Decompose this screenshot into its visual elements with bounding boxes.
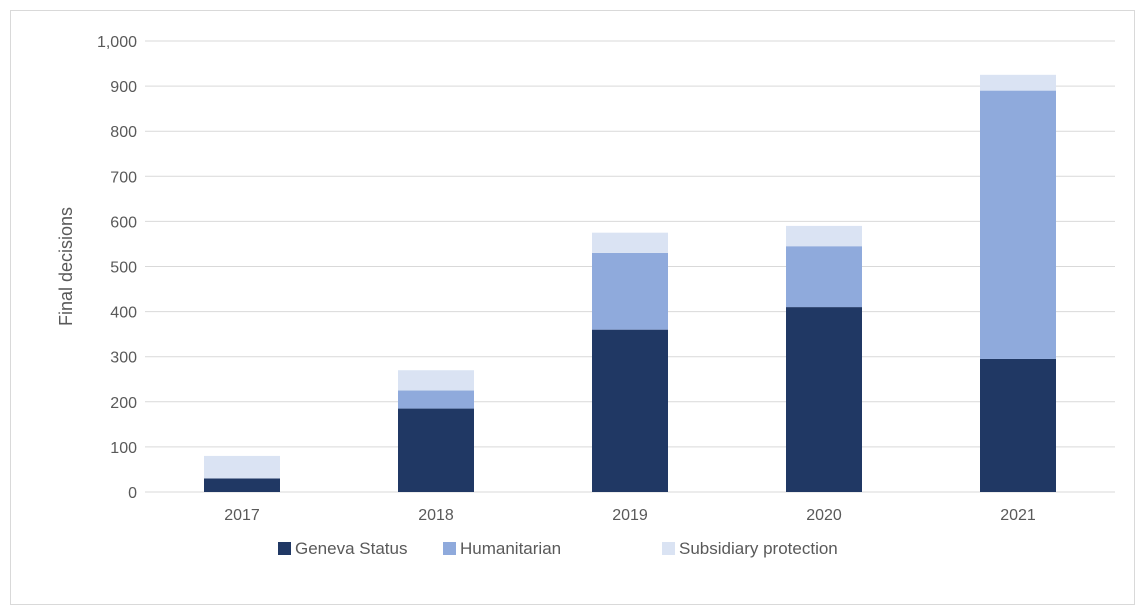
bar-2020-geneva-status <box>786 307 862 492</box>
x-tick-label: 2019 <box>612 507 648 524</box>
y-tick-label: 600 <box>110 214 137 231</box>
bar-2017-subsidiary-protection <box>204 455 280 479</box>
y-axis-title: Final decisions <box>56 207 76 326</box>
y-tick-label: 100 <box>110 440 137 457</box>
bars <box>204 74 1056 492</box>
bar-2020-subsidiary-protection <box>786 225 862 247</box>
x-tick-label: 2020 <box>806 507 842 524</box>
bar-2019-humanitarian <box>592 252 668 330</box>
legend-swatch-subsidiary-protection <box>662 542 675 555</box>
legend: Geneva Status Humanitarian Subsidiary prot… <box>278 539 838 558</box>
y-tick-label: 300 <box>110 350 137 367</box>
legend-swatch-geneva-status <box>278 542 291 555</box>
bar-2021-subsidiary-protection <box>980 74 1056 91</box>
bar-2018-geneva-status <box>398 408 474 492</box>
y-tick-label: 1,000 <box>97 34 137 51</box>
y-tick-label: 200 <box>110 395 137 412</box>
x-tick-label: 2021 <box>1000 507 1036 524</box>
x-tick-labels: 2017 2018 2019 2020 2021 <box>224 507 1036 524</box>
y-tick-label: 400 <box>110 305 137 322</box>
bar-2021-geneva-status <box>980 358 1056 492</box>
bar-2017-geneva-status <box>204 478 280 492</box>
legend-label: Humanitarian <box>460 539 561 558</box>
gridlines <box>145 40 1115 493</box>
y-tick-label: 800 <box>110 124 137 141</box>
legend-label: Subsidiary protection <box>679 539 838 558</box>
y-tick-label: 0 <box>128 485 137 502</box>
y-tick-label: 500 <box>110 260 137 277</box>
bar-2018-subsidiary-protection <box>398 370 474 391</box>
legend-swatch-humanitarian <box>443 542 456 555</box>
legend-label: Geneva Status <box>295 539 407 558</box>
bar-2019-subsidiary-protection <box>592 232 668 253</box>
bar-2020-humanitarian <box>786 246 862 308</box>
x-tick-label: 2018 <box>418 507 454 524</box>
bar-2019-geneva-status <box>592 329 668 492</box>
x-tick-label: 2017 <box>224 507 260 524</box>
y-tick-labels: 0 100 200 300 400 500 600 700 800 900 1,000 <box>97 34 137 502</box>
bar-2021-humanitarian <box>980 90 1056 359</box>
chart-frame <box>10 10 1135 605</box>
y-tick-label: 700 <box>110 169 137 186</box>
y-tick-label: 900 <box>110 79 137 96</box>
bar-2018-humanitarian <box>398 390 474 409</box>
